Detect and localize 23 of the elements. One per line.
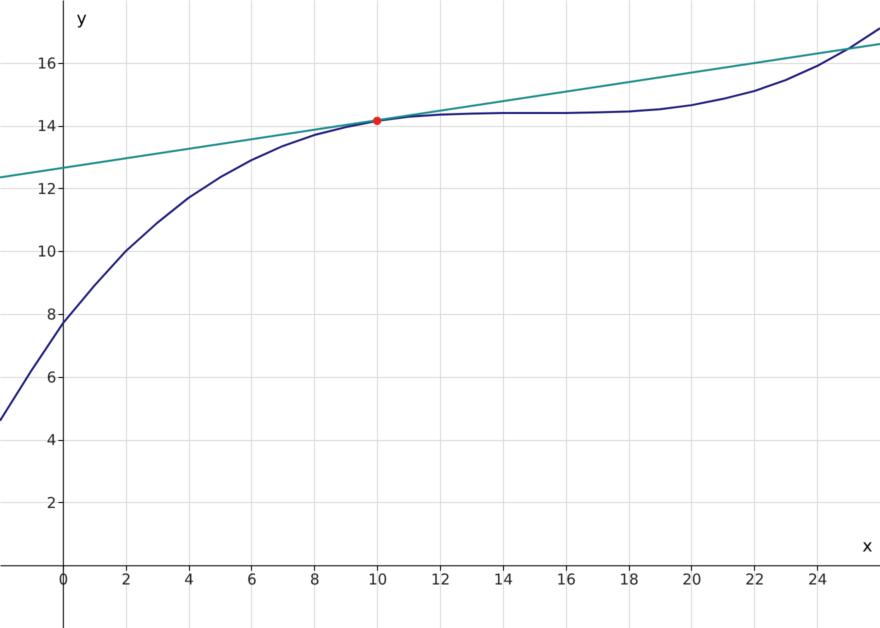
- y-tick-label: 6: [46, 368, 56, 386]
- y-tick-label: 4: [46, 431, 56, 450]
- y-tick-label: 16: [37, 54, 56, 72]
- x-tick-label: 8: [310, 570, 320, 589]
- y-tick-label: 10: [37, 242, 56, 261]
- x-tick-label: 2: [121, 570, 131, 589]
- line-series: [0, 27, 880, 422]
- x-tick-label: 22: [745, 570, 764, 589]
- x-tick-label: 14: [494, 570, 513, 589]
- x-tick-label: 12: [430, 570, 450, 589]
- x-tick-label: 16: [556, 570, 576, 589]
- x-tick-label: 24: [808, 570, 828, 589]
- y-axis-title: y: [76, 8, 87, 29]
- x-tick-label: 4: [184, 570, 194, 589]
- x-tick-label: 20: [682, 570, 702, 589]
- y-tick-label: 14: [37, 117, 56, 136]
- x-tick-label: 6: [247, 570, 257, 589]
- x-tick-label: 10: [368, 570, 388, 589]
- x-axis-title: x: [862, 536, 872, 556]
- x-tick-label: 18: [620, 570, 639, 589]
- y-tick-label: 8: [46, 306, 56, 324]
- y-tick-label: 12: [37, 180, 56, 198]
- y-tick-label: 2: [46, 494, 56, 512]
